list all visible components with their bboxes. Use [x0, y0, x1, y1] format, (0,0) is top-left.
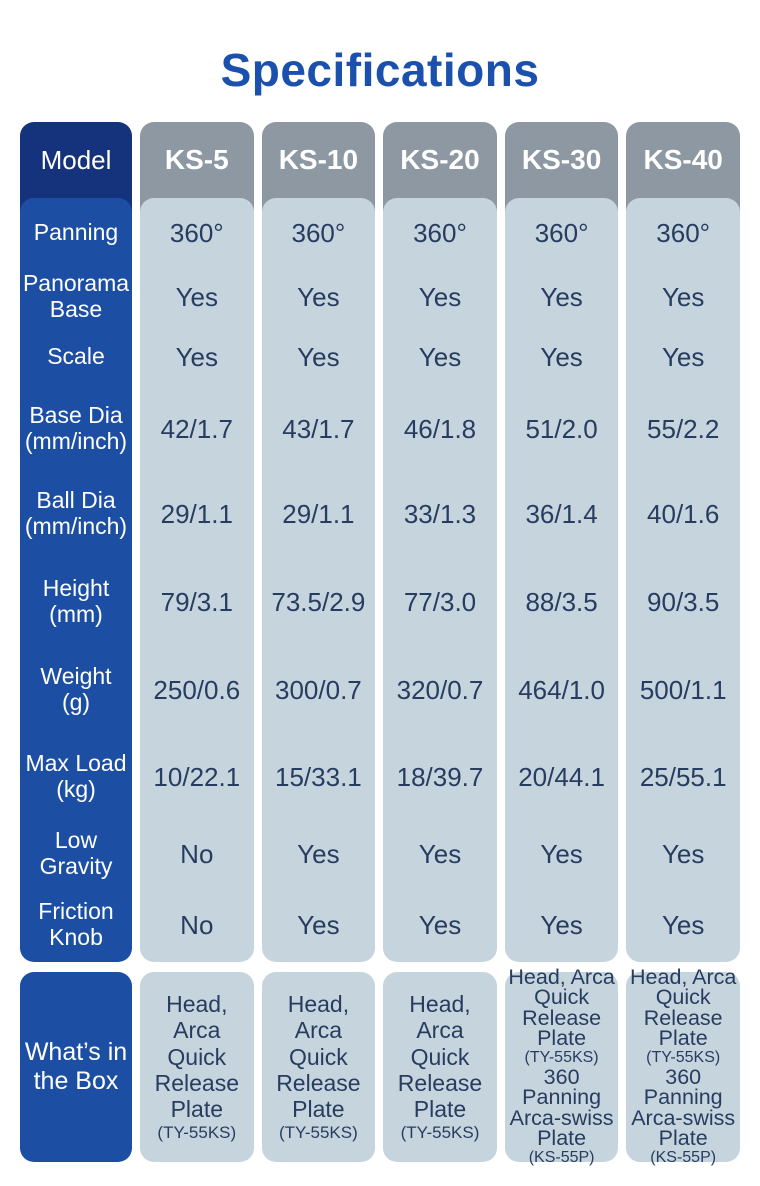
- page-title: Specifications: [220, 44, 540, 96]
- spec-value: Yes: [661, 281, 705, 312]
- spec-value: 360°: [534, 217, 589, 248]
- row-label: Low Gravity: [39, 827, 113, 879]
- box-row-label: What’s in the Box: [20, 972, 132, 1162]
- column-header-cell: KS-40: [626, 122, 740, 212]
- spec-value: 90/3.5: [647, 586, 720, 617]
- spec-value: 10/22.1: [153, 761, 241, 792]
- spec-value: Yes: [175, 341, 218, 372]
- column-header-cell: KS-5: [140, 122, 254, 212]
- spec-value: 360°: [413, 217, 467, 248]
- spec-value: Yes: [540, 341, 583, 372]
- values-block: 360° Yes Yes 46/1.8 33/1.3 77/3.0 320/0.7 18/39…: [383, 198, 497, 962]
- spec-value: Yes: [175, 281, 218, 312]
- spec-value: Yes: [418, 281, 462, 312]
- column-ks-30: KS-30 360° Yes Yes 51/2.0 36/1.4 88/3.5 464/1.0…: [504, 122, 619, 1166]
- spec-value: 40/1.6: [647, 498, 720, 529]
- spec-value: 464/1.0: [518, 674, 605, 705]
- spec-value: Yes: [661, 909, 705, 940]
- spec-value: Yes: [418, 909, 462, 940]
- box-contents-cell: Head, Arca Quick Release Plate (TY-55KS) 360…: [504, 966, 619, 1166]
- spec-value: 360°: [656, 217, 711, 248]
- box-contents-cell: Head, Arca Quick Release Plate (TY-55KS): [261, 972, 376, 1162]
- spec-value: 320/0.7: [396, 674, 484, 705]
- spec-value: Yes: [297, 281, 340, 312]
- spec-value: Yes: [540, 838, 583, 869]
- row-label: Friction Knob: [38, 898, 114, 950]
- spec-table: Model Panning Panorama Base Scale Base Dia (mm…: [20, 122, 740, 1166]
- spec-value: 36/1.4: [525, 498, 598, 529]
- row-labels-block: Panning Panorama Base Scale Base Dia (mm/inch…: [20, 198, 132, 962]
- spec-value: 250/0.6: [153, 674, 241, 705]
- column-ks-5: KS-5 360° Yes Yes 42/1.7 29/1.1 79/3.1 250/0.6 1…: [140, 122, 254, 1162]
- spec-value: 29/1.1: [282, 498, 355, 529]
- spec-value: 51/2.0: [525, 413, 598, 444]
- box-contents-cell: Head, Arca Quick Release Plate (TY-55KS): [140, 972, 254, 1162]
- row-label: Max Load (kg): [25, 750, 127, 802]
- spec-value: 33/1.3: [403, 498, 477, 529]
- spec-value: 42/1.7: [160, 413, 233, 444]
- spec-value: Yes: [661, 341, 705, 372]
- spec-value: No: [180, 909, 214, 940]
- spec-value: Yes: [297, 341, 340, 372]
- spec-value: 73.5/2.9: [271, 586, 366, 617]
- spec-value: 300/0.7: [275, 674, 362, 705]
- spec-value: Yes: [297, 838, 340, 869]
- spec-value: Yes: [661, 838, 705, 869]
- row-label: Scale: [47, 343, 105, 370]
- spec-value: 20/44.1: [518, 761, 605, 792]
- spec-value: 18/39.7: [396, 761, 484, 792]
- spec-value: 46/1.8: [403, 413, 477, 444]
- values-block: 360° Yes Yes 51/2.0 36/1.4 88/3.5 464/1.0 20/44…: [504, 198, 619, 962]
- spec-value: 79/3.1: [160, 586, 233, 617]
- spec-value: Yes: [297, 909, 340, 940]
- row-label: Panning: [33, 219, 119, 246]
- values-block: 360° Yes Yes 55/2.2 40/1.6 90/3.5 500/1.1 25/55…: [626, 198, 740, 962]
- spec-value: Yes: [540, 909, 583, 940]
- spec-value: 43/1.7: [282, 413, 355, 444]
- column-ks-40: KS-40 360° Yes Yes 55/2.2 40/1.6 90/3.5 500/1.1…: [626, 122, 740, 1166]
- spec-value: 29/1.1: [160, 498, 233, 529]
- row-label: Base Dia (mm/inch): [24, 402, 128, 454]
- spec-value: 25/55.1: [639, 761, 727, 792]
- spec-value: 360°: [291, 217, 346, 248]
- column-header-cell: KS-20: [383, 122, 497, 212]
- spec-value: Yes: [540, 281, 583, 312]
- spec-value: 360°: [169, 217, 224, 248]
- column-ks-10: KS-10 360° Yes Yes 43/1.7 29/1.1 73.5/2.9 300/0…: [261, 122, 376, 1162]
- row-label: Weight (g): [40, 663, 112, 715]
- spec-value: 15/33.1: [275, 761, 362, 792]
- row-label: Ball Dia (mm/inch): [24, 487, 128, 539]
- model-column: Model Panning Panorama Base Scale Base Dia (mm…: [20, 122, 132, 1162]
- values-block: 360° Yes Yes 43/1.7 29/1.1 73.5/2.9 300/0.7 15/…: [261, 198, 376, 962]
- box-contents-cell: Head, Arca Quick Release Plate (TY-55KS): [383, 972, 497, 1162]
- spec-value: No: [180, 838, 214, 869]
- spec-value: 500/1.1: [639, 674, 727, 705]
- spec-value: Yes: [418, 838, 462, 869]
- spec-value: Yes: [418, 341, 462, 372]
- column-header-cell: KS-30: [504, 122, 619, 212]
- column-header-cell: KS-10: [261, 122, 376, 212]
- values-block: 360° Yes Yes 42/1.7 29/1.1 79/3.1 250/0.6 10/22…: [140, 198, 254, 962]
- spec-value: 88/3.5: [525, 586, 598, 617]
- box-contents-cell: Head, Arca Quick Release Plate (TY-55KS) 360…: [626, 966, 740, 1166]
- spec-value: 55/2.2: [647, 413, 720, 444]
- row-label: Panorama Base: [22, 270, 130, 322]
- spec-value: 77/3.0: [403, 586, 477, 617]
- column-ks-20: KS-20 360° Yes Yes 46/1.8 33/1.3 77/3.0 320/0.7…: [383, 122, 497, 1162]
- model-header-cell: Model: [20, 122, 132, 212]
- row-label: Height (mm): [42, 575, 110, 627]
